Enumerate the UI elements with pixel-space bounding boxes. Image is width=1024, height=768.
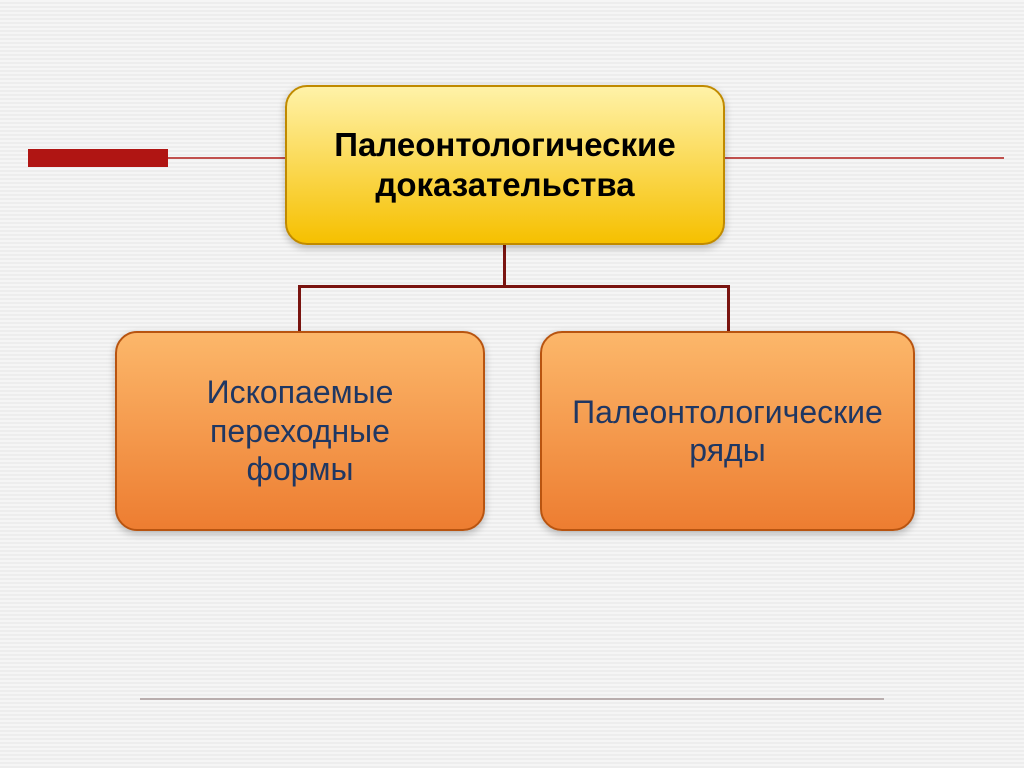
child-node-right: Палеонтологические ряды: [540, 331, 915, 531]
root-node: Палеонтологические доказательства: [285, 85, 725, 245]
footer-divider: [140, 698, 884, 700]
connector-horizontal: [298, 285, 730, 288]
connector-drop-right: [727, 285, 730, 333]
slide: Палеонтологические доказательства Ископа…: [0, 0, 1024, 768]
child-node-left: Ископаемые переходные формы: [115, 331, 485, 531]
connector-drop-left: [298, 285, 301, 333]
child-node-right-label: Палеонтологические ряды: [572, 393, 883, 470]
child-node-left-label: Ископаемые переходные формы: [207, 373, 394, 488]
hierarchy-diagram: Палеонтологические доказательства Ископа…: [0, 85, 1024, 605]
root-node-label: Палеонтологические доказательства: [334, 125, 675, 204]
connector-stem: [503, 245, 506, 287]
